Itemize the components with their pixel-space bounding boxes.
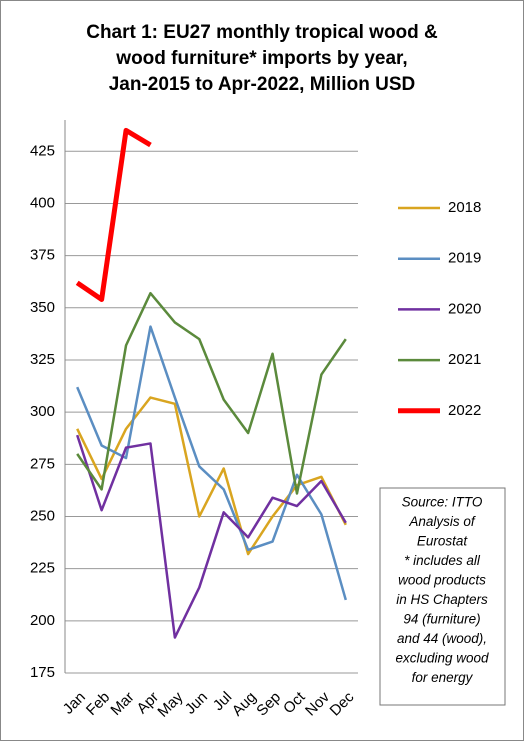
- y-tick-label: 425: [30, 142, 55, 159]
- series-line: [76, 396, 347, 556]
- y-tick-label: 200: [30, 612, 55, 629]
- legend-label: 2021: [448, 351, 481, 368]
- note-text: 94 (furniture): [403, 612, 480, 627]
- y-tick-label: 275: [30, 455, 55, 472]
- y-tick-label: 250: [30, 507, 55, 524]
- note-text: Eurostat: [417, 534, 469, 549]
- y-tick-label: 175: [30, 664, 55, 681]
- legend-label: 2019: [448, 250, 481, 267]
- note-text: Analysis of: [408, 514, 476, 529]
- note-box: [379, 487, 506, 706]
- series-line: [76, 291, 347, 495]
- note-text: in HS Chapters: [396, 592, 488, 607]
- y-tick-label: 225: [30, 560, 55, 577]
- legend-label: 2020: [448, 300, 481, 317]
- series-line: [75, 127, 152, 302]
- chart-title: Jan-2015 to Apr-2022, Million USD: [109, 74, 416, 95]
- note-text: * includes all: [404, 553, 481, 568]
- note-text: and 44 (wood),: [397, 631, 487, 646]
- note-text: excluding wood: [395, 651, 489, 666]
- y-tick-label: 300: [30, 403, 55, 420]
- chart-title: Chart 1: EU27 monthly tropical wood &: [86, 22, 438, 43]
- series-line: [76, 434, 347, 639]
- note-text: Source: ITTO: [402, 495, 483, 510]
- legend-label: 2018: [448, 199, 481, 216]
- legend-label: 2022: [448, 402, 481, 419]
- y-tick-label: 325: [30, 351, 55, 368]
- note-text: for energy: [412, 670, 474, 685]
- y-tick-label: 375: [30, 247, 55, 264]
- y-tick-label: 400: [30, 194, 55, 211]
- y-tick-label: 350: [30, 299, 55, 316]
- chart-title: wood furniture* imports by year,: [115, 48, 407, 69]
- note-text: wood products: [398, 573, 486, 588]
